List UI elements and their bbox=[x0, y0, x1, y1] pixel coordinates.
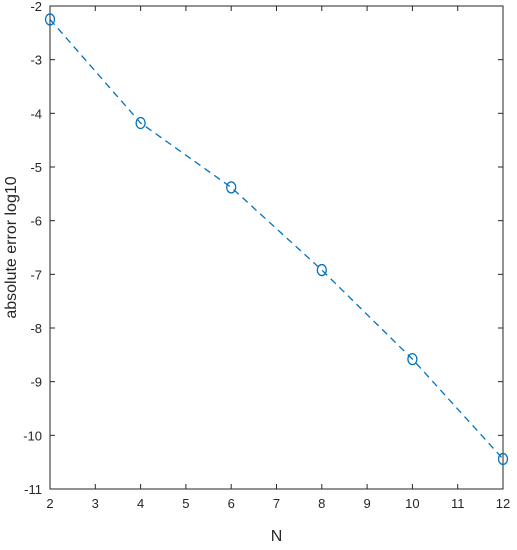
x-axis: 2 3 4 5 6 7 8 9 10 11 12 bbox=[46, 6, 510, 511]
x-tick-label: 2 bbox=[46, 496, 53, 511]
y-tick-label: -3 bbox=[30, 53, 42, 68]
x-tick-label: 9 bbox=[363, 496, 370, 511]
y-tick-label: -9 bbox=[30, 375, 42, 390]
x-tick-label: 6 bbox=[228, 496, 235, 511]
data-point bbox=[135, 116, 146, 130]
x-tick-label: 8 bbox=[318, 496, 325, 511]
data-point bbox=[226, 181, 237, 194]
y-axis: -2 -3 -4 -5 -6 -7 -8 -9 -10 -11 bbox=[23, 0, 503, 497]
plot-box bbox=[49, 5, 504, 490]
series-line bbox=[49, 18, 504, 460]
y-tick-label: -8 bbox=[30, 321, 42, 336]
plot-area bbox=[49, 5, 504, 490]
data-point bbox=[497, 452, 509, 466]
x-tick-label: 11 bbox=[451, 496, 465, 511]
y-tick-label: -11 bbox=[24, 482, 42, 497]
y-tick-label: -6 bbox=[30, 214, 42, 229]
y-tick-label: -2 bbox=[30, 0, 42, 14]
x-tick-label: 3 bbox=[92, 496, 99, 511]
x-tick-label: 4 bbox=[137, 496, 144, 511]
x-axis-label: N bbox=[271, 528, 283, 545]
y-tick-label: -10 bbox=[23, 428, 42, 443]
x-tick-label: 12 bbox=[496, 496, 510, 511]
y-axis-label: absolute error log10 bbox=[3, 176, 20, 318]
y-tick-label: -4 bbox=[30, 106, 42, 121]
series-layer bbox=[44, 13, 509, 466]
y-tick-label: -7 bbox=[30, 267, 42, 282]
x-tick-label: 7 bbox=[273, 496, 280, 511]
x-tick-label: 10 bbox=[405, 496, 419, 511]
data-point bbox=[316, 263, 327, 277]
data-point bbox=[44, 13, 56, 26]
x-tick-label: 5 bbox=[182, 496, 189, 511]
y-tick-label: -5 bbox=[30, 160, 42, 175]
data-point bbox=[407, 352, 418, 366]
